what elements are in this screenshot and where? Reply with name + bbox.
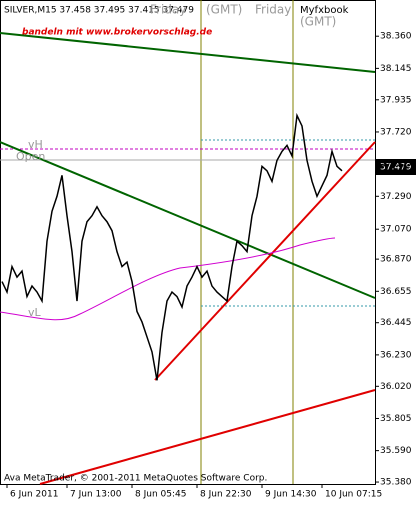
- price-line: [1, 112, 343, 381]
- trendline: [39, 389, 376, 485]
- brand: Myfxbook: [300, 5, 349, 16]
- y-tick-label: 36.655: [380, 287, 412, 297]
- trendline: [0, 141, 376, 299]
- trendline: [154, 141, 376, 381]
- annotation: (GMT): [300, 15, 336, 29]
- annotation: (GMT): [206, 3, 242, 17]
- y-tick-label: 36.445: [380, 318, 412, 328]
- y-tick-label: 38.360: [380, 32, 412, 42]
- plot-frame: [0, 0, 376, 485]
- y-tick-label: 36.020: [380, 382, 412, 392]
- watermark: bandeln mit www.brokervorschlag.de: [22, 28, 212, 38]
- y-tick-label: 38.145: [380, 64, 412, 74]
- y-tick-label: 36.870: [380, 255, 412, 265]
- chart-title: SILVER,M15 37.458 37.495 37.415 37.479: [4, 6, 194, 16]
- y-tick-label: 36.230: [380, 350, 412, 360]
- annotation: vL: [28, 306, 42, 319]
- moving-average: [0, 237, 336, 321]
- annotation: Friday: [150, 3, 186, 17]
- y-tick-label: 37.935: [380, 95, 412, 105]
- y-tick-label: 35.380: [380, 478, 412, 488]
- x-tick-label: 9 Jun 14:30: [265, 490, 317, 500]
- x-tick-label: 8 Jun 05:45: [135, 490, 186, 500]
- annotation: vH: [28, 138, 43, 151]
- annotation: Friday: [255, 3, 291, 17]
- trendline: [0, 32, 376, 73]
- y-tick-label: 37.290: [380, 192, 412, 202]
- price-box: [376, 159, 416, 175]
- copyright: Ava MetaTrader, © 2001-2011 MetaQuotes S…: [4, 474, 267, 484]
- y-tick-label: 37.720: [380, 127, 412, 137]
- y-tick-label: 35.805: [380, 414, 412, 424]
- y-tick-label: 35.590: [380, 446, 412, 456]
- annotation: Open: [16, 150, 45, 163]
- y-tick-label: 37.070: [380, 225, 412, 235]
- y-tick-label: 37.505: [380, 160, 412, 170]
- x-tick-label: 10 Jun 07:15: [325, 490, 382, 500]
- x-tick-label: 6 Jun 2011: [10, 490, 58, 500]
- x-tick-label: 8 Jun 22:30: [200, 490, 252, 500]
- price-label: 37.479: [380, 163, 412, 173]
- x-tick-label: 7 Jun 13:00: [70, 490, 122, 500]
